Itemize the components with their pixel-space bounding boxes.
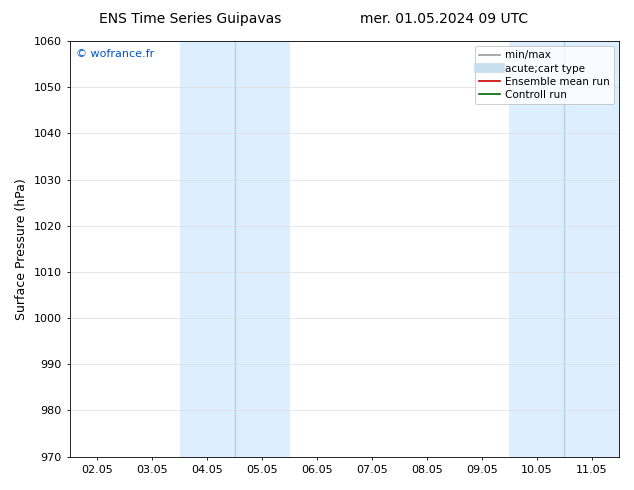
Text: mer. 01.05.2024 09 UTC: mer. 01.05.2024 09 UTC: [359, 12, 528, 26]
Text: ENS Time Series Guipavas: ENS Time Series Guipavas: [99, 12, 281, 26]
Bar: [509, 41, 619, 457]
Bar: [180, 41, 290, 457]
Y-axis label: Surface Pressure (hPa): Surface Pressure (hPa): [15, 178, 28, 320]
Text: © wofrance.fr: © wofrance.fr: [75, 49, 154, 59]
Legend: min/max, acute;cart type, Ensemble mean run, Controll run: min/max, acute;cart type, Ensemble mean …: [475, 46, 614, 104]
